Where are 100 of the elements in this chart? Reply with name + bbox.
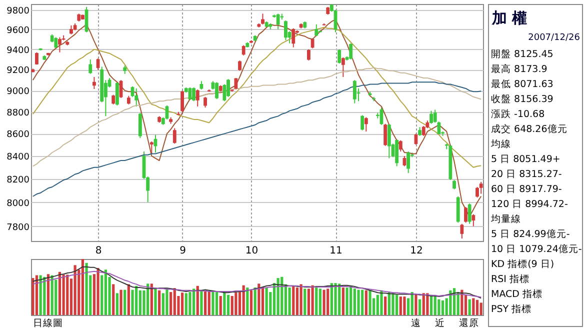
y-tick-label: 8000 (6, 198, 30, 209)
bar (66, 274, 69, 315)
candlestick (307, 48, 310, 61)
bar (364, 290, 368, 315)
x-tick-label: 11 (330, 246, 342, 256)
bar (32, 278, 34, 315)
bar (192, 288, 196, 315)
candlestick (472, 214, 476, 227)
text: 加 權 (491, 9, 528, 27)
bar (361, 290, 364, 315)
bar (208, 291, 210, 315)
bar (170, 292, 172, 315)
text: 20 日 8315.27- (491, 169, 562, 180)
bar (96, 268, 100, 315)
text: 最低 8071.63 (491, 79, 554, 90)
bar (476, 300, 479, 315)
bar (322, 290, 326, 315)
bar (441, 300, 444, 315)
bar (399, 296, 402, 315)
bar (368, 290, 372, 315)
bar (58, 272, 62, 315)
x-tick-label: 8 (95, 246, 102, 256)
bar (357, 290, 360, 315)
candlestick (468, 202, 472, 224)
candlestick (234, 78, 238, 90)
candlestick (188, 86, 192, 101)
bar (127, 284, 130, 315)
candlestick (479, 181, 483, 194)
bar (138, 290, 142, 315)
bar (468, 299, 471, 315)
candlestick (196, 89, 200, 108)
text: RSI 指標 (491, 273, 530, 285)
bar (116, 293, 118, 315)
text: 均線 (490, 138, 511, 150)
bar (200, 290, 203, 315)
bar (376, 294, 379, 315)
bar (346, 288, 348, 315)
bar (43, 276, 46, 315)
candlestick (338, 48, 342, 64)
bar (196, 286, 199, 315)
bar (112, 284, 115, 315)
text: KD 指標(9 日) (491, 258, 554, 270)
y-tick-label: 8200 (6, 175, 30, 186)
candlestick (276, 13, 280, 30)
bar (342, 288, 344, 315)
text: 近 (435, 317, 445, 329)
candlestick (150, 140, 154, 154)
text: 遠 (411, 317, 421, 329)
candlestick (192, 86, 196, 102)
candlestick (349, 42, 353, 60)
candlestick (460, 223, 464, 240)
bar (403, 296, 406, 315)
candlestick (352, 80, 356, 104)
bar (212, 292, 214, 315)
bar (338, 284, 341, 315)
text: 2007/12/26 (528, 33, 580, 43)
bar (120, 290, 122, 315)
candlestick (35, 52, 38, 66)
candlestick (88, 58, 92, 74)
x-tick-label: 10 (245, 246, 258, 256)
bar (307, 288, 310, 315)
candlestick (112, 94, 116, 105)
text: PSY 指標 (491, 303, 532, 315)
candlestick (222, 84, 226, 102)
bar (438, 299, 440, 315)
bar (74, 265, 76, 315)
candlestick (284, 20, 288, 41)
bar (35, 275, 38, 315)
bar (280, 276, 284, 315)
candlestick (242, 44, 246, 56)
text: 成交 648.26億元 (491, 123, 568, 135)
candlestick (476, 186, 479, 198)
bar (326, 288, 330, 315)
bar (226, 294, 230, 315)
bar (276, 278, 280, 315)
bar (219, 296, 222, 315)
bar (300, 284, 302, 315)
bar (350, 286, 352, 315)
y-tick-label: 9000 (6, 87, 30, 98)
bar (204, 291, 207, 315)
text: 還原 (459, 317, 479, 329)
bar (166, 288, 168, 315)
candlestick (314, 24, 318, 37)
x-tick-label: 9 (180, 246, 186, 256)
candlestick (341, 56, 345, 78)
candlestick (58, 36, 62, 53)
bar (388, 292, 390, 315)
bar (173, 288, 176, 315)
candlestick (138, 112, 142, 139)
y-tick-label: 9600 (6, 26, 30, 36)
candlestick (456, 196, 460, 224)
bar (261, 287, 264, 315)
bar (472, 298, 475, 315)
bar (330, 283, 333, 315)
text: MACD 指標 (491, 288, 542, 300)
bar (315, 288, 318, 315)
candlestick (172, 128, 176, 144)
text: 收盤 8156.39 (491, 93, 554, 105)
text: 日線圖 (33, 318, 63, 329)
candlestick (406, 150, 410, 174)
